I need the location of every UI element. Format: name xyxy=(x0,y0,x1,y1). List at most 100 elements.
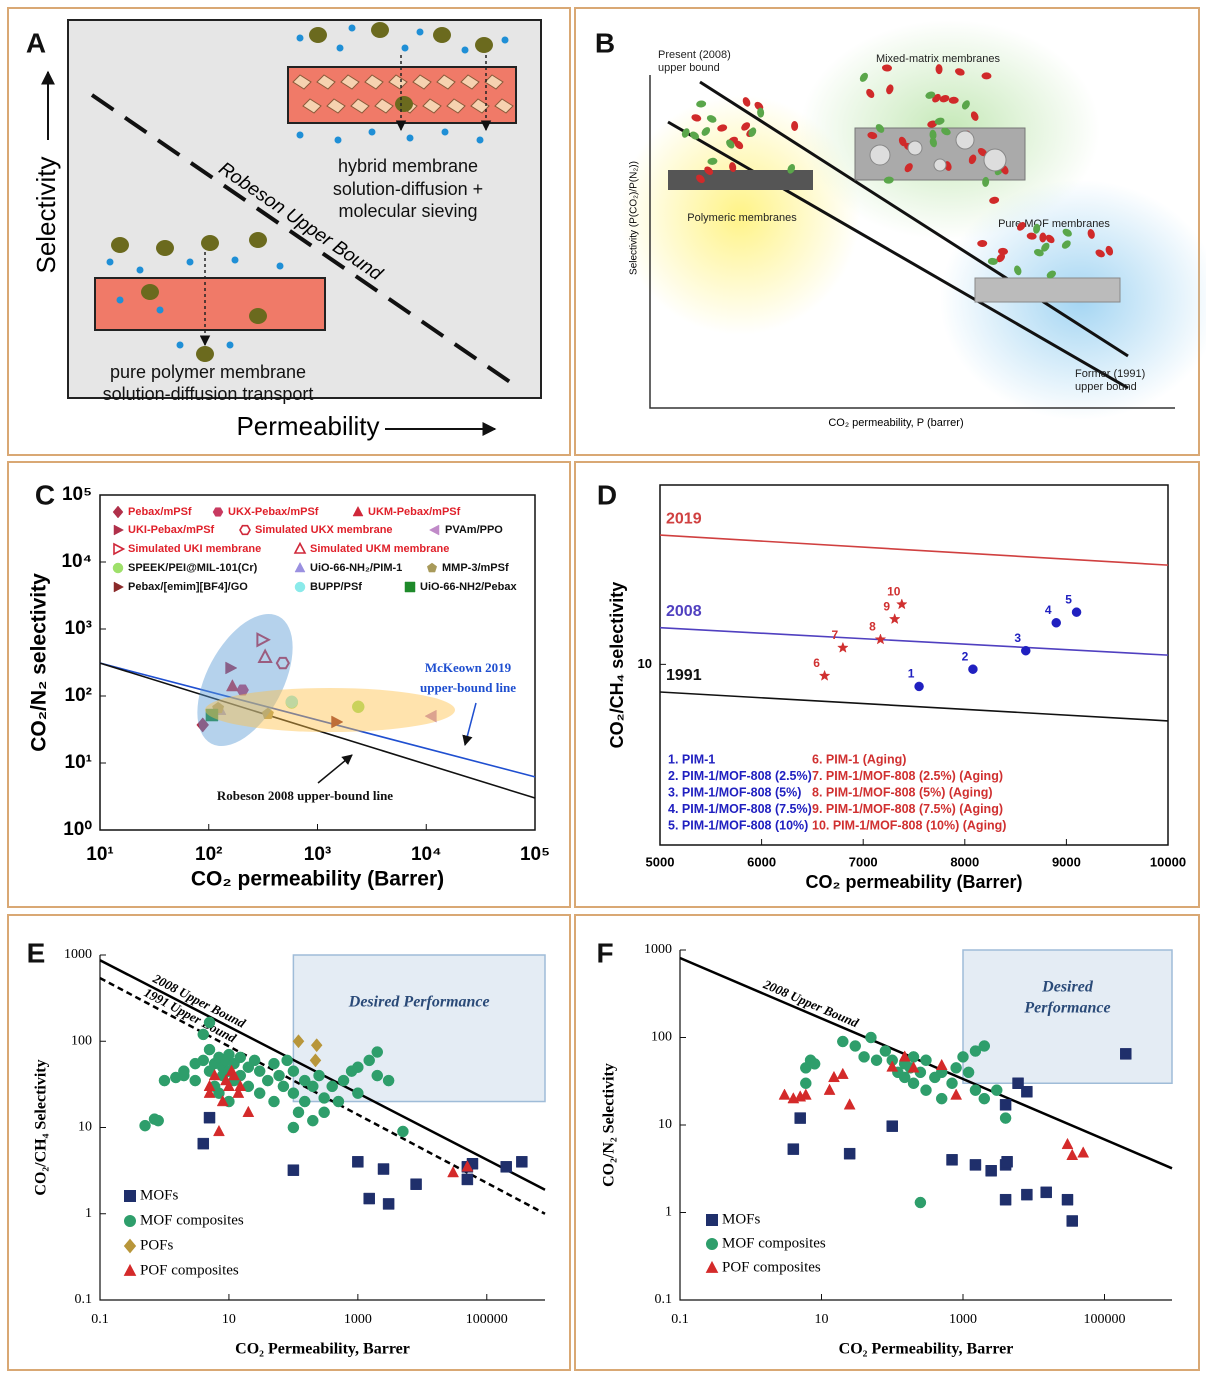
molecule xyxy=(696,100,707,108)
annotation: upper-bound line xyxy=(420,680,516,695)
molecule xyxy=(136,266,144,274)
legend-label: 9. PIM-1/MOF-808 (7.5%) (Aging) xyxy=(812,802,1003,816)
molecule xyxy=(371,22,389,38)
y-axis-label: Selectivity xyxy=(31,156,61,273)
data-point xyxy=(277,1080,290,1093)
molecule xyxy=(704,166,714,175)
molecule xyxy=(757,107,765,118)
data-point xyxy=(914,1196,927,1209)
y-axis-label: CO₂/CH₄ Selectivity xyxy=(33,1059,50,1195)
legend-marker xyxy=(123,1238,137,1254)
data-point xyxy=(946,1077,958,1089)
legend-marker xyxy=(123,1263,137,1276)
molecule xyxy=(309,27,327,43)
molecule xyxy=(1087,229,1095,239)
data-point xyxy=(800,1077,812,1089)
data-point xyxy=(189,1074,201,1087)
x-tick-label: 1000 xyxy=(344,1312,372,1327)
membrane xyxy=(974,277,1121,303)
x-axis-label: CO₂ Permeability, Barrer xyxy=(235,1341,410,1358)
molecule xyxy=(461,46,469,54)
annotation-arrow xyxy=(317,754,353,784)
molecule xyxy=(904,163,913,173)
data-point xyxy=(865,1031,877,1044)
point-label: 1 xyxy=(908,667,915,681)
data-point xyxy=(352,1156,364,1168)
molecule xyxy=(729,162,737,173)
x-tick-label: 6000 xyxy=(747,854,776,869)
molecule xyxy=(691,114,702,122)
data-point xyxy=(318,1106,330,1118)
data-point xyxy=(968,664,978,674)
axes xyxy=(649,75,1175,409)
data-point xyxy=(337,1074,350,1087)
data-point xyxy=(203,1086,216,1098)
molecule xyxy=(1061,240,1071,249)
panel-label: F xyxy=(596,937,613,968)
data-point xyxy=(907,1061,920,1073)
data-point xyxy=(808,1058,821,1070)
x-axis-label: CO₂ permeability (Barrer) xyxy=(805,872,1022,892)
point-label: 5 xyxy=(1065,592,1072,606)
chart: C 10¹ 10² 10³ 10⁴ 10⁵ 10⁰ 10¹ 10² 10³ 10⁴ 10⁵ CO₂/N₂… xyxy=(28,479,550,890)
y-tick-label: 1 xyxy=(665,1205,672,1220)
data-point xyxy=(950,1062,962,1074)
data-point xyxy=(309,1053,322,1068)
chart: E Desired Performance 0.1 10 1000 100000 0.1 1 1… xyxy=(27,937,546,1358)
data-point xyxy=(203,1111,216,1124)
molecule xyxy=(925,91,936,99)
data-point xyxy=(232,1086,245,1098)
hybrid-title: hybrid membrane xyxy=(338,156,478,176)
molecule xyxy=(881,64,892,72)
crystal xyxy=(388,74,408,90)
molecule xyxy=(296,34,304,42)
data-point xyxy=(886,1054,898,1066)
data-point xyxy=(197,1137,210,1150)
crystal xyxy=(350,98,370,114)
data-point xyxy=(287,1164,300,1176)
data-point xyxy=(849,1040,862,1052)
data-point xyxy=(858,1051,870,1063)
point-label: 9 xyxy=(883,599,890,613)
x-tick-label: 10³ xyxy=(304,844,331,865)
legend-label: POF composites xyxy=(722,1259,821,1275)
data-point xyxy=(962,1066,975,1078)
data-point xyxy=(225,679,239,692)
data-point xyxy=(914,681,924,692)
line-label: 2008 xyxy=(666,603,702,620)
data-point xyxy=(213,1087,225,1099)
x-tick-label: 0.1 xyxy=(671,1312,689,1327)
molecule xyxy=(231,256,239,264)
crystal xyxy=(422,98,442,114)
data-point xyxy=(208,1068,221,1081)
hybrid-text: molecular sieving xyxy=(338,201,477,221)
y-tick-label: 100 xyxy=(71,1033,92,1048)
point-label: 6 xyxy=(813,656,820,670)
data-point xyxy=(332,1095,345,1108)
y-tick-label: 10¹ xyxy=(65,752,92,773)
data-point xyxy=(382,1198,395,1210)
data-point xyxy=(1066,1215,1078,1227)
line-label: 2008 Upper Bound xyxy=(760,976,861,1030)
legend-marker xyxy=(404,581,416,593)
panel-label: D xyxy=(597,479,617,510)
data-point xyxy=(256,632,271,648)
panel-label: B xyxy=(595,27,615,58)
data-point xyxy=(1021,1188,1033,1201)
data-point xyxy=(787,1143,800,1155)
y-tick-label: 10² xyxy=(65,685,92,706)
data-point xyxy=(461,1173,474,1186)
molecule xyxy=(1105,245,1114,256)
data-point xyxy=(139,1120,151,1132)
molecule xyxy=(859,72,868,82)
x-axis-label: CO₂ permeability (Barrer) xyxy=(191,868,444,891)
data-point xyxy=(447,1166,459,1178)
molecule xyxy=(475,37,493,53)
legend-marker xyxy=(706,1214,718,1226)
data-point xyxy=(261,707,274,720)
data-point xyxy=(228,1068,240,1081)
molecule xyxy=(186,258,194,266)
legend-label: MOF composites xyxy=(722,1235,826,1251)
data-point xyxy=(978,1040,991,1052)
